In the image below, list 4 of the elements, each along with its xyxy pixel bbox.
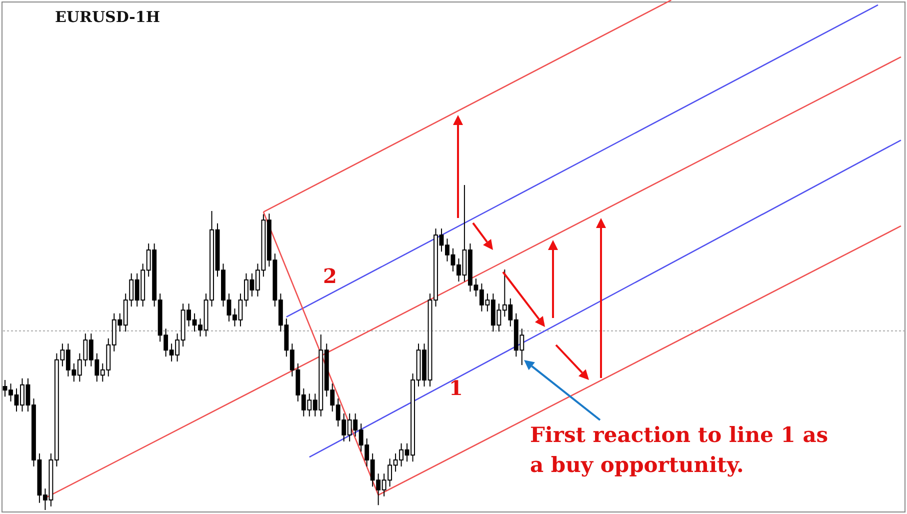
annotation: 2 <box>323 264 337 288</box>
annotation: First reaction to line 1 as a buy opportunity. <box>530 422 828 477</box>
chart-title: EURUSD-1H <box>55 8 160 26</box>
annotation: 1 <box>449 376 463 400</box>
